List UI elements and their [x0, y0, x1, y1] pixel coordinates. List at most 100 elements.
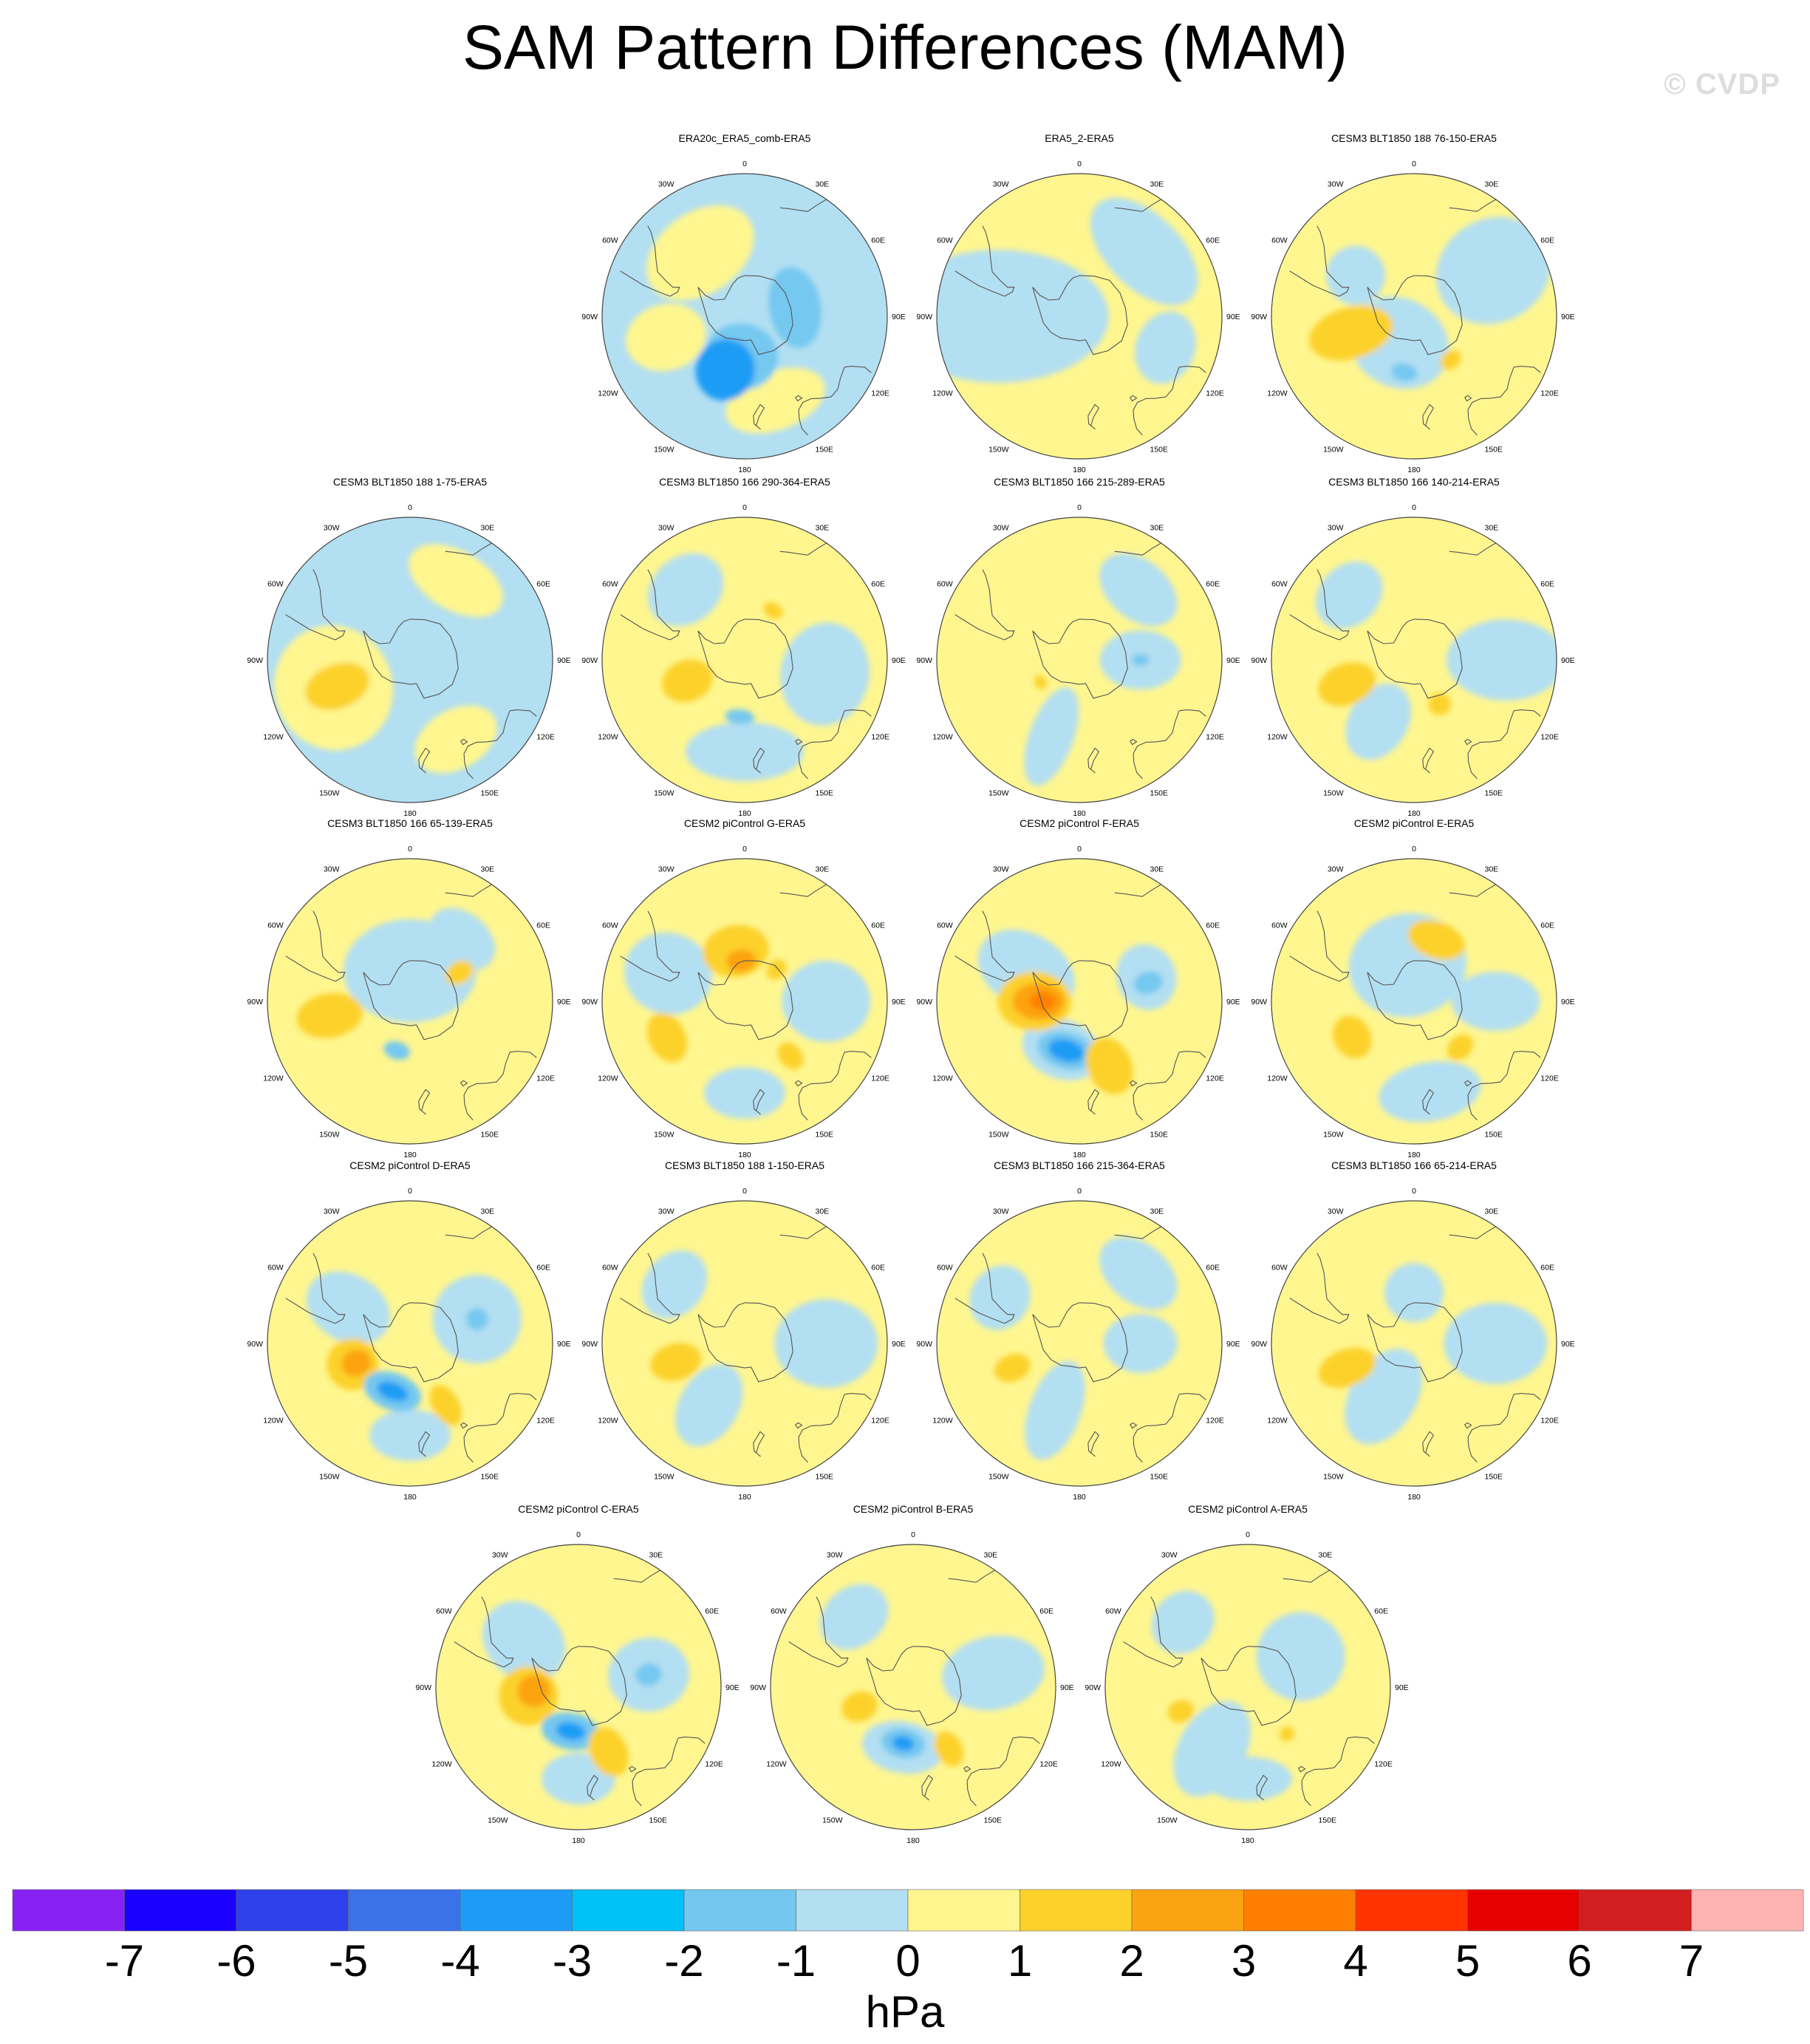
longitude-label: 120W: [1267, 1417, 1288, 1425]
anomaly-contour: [1131, 654, 1150, 666]
coastline: [1514, 709, 1541, 717]
coastline: [1032, 1302, 1128, 1383]
longitude-label: 120W: [1101, 1760, 1121, 1769]
longitude-label: 0: [742, 845, 747, 854]
anomaly-contour: [820, 1584, 889, 1650]
coastline: [948, 1570, 995, 1583]
anomaly-contour: [1024, 687, 1079, 786]
longitude-label: 30E: [1319, 1551, 1333, 1560]
longitude-label: 120W: [263, 733, 284, 742]
colorbar-tick-label: 7: [1678, 1936, 1704, 1986]
coastline: [816, 1596, 849, 1668]
polar-map: 0 30E 60E 90E 120E 150E 180 150W 120W 90W 60W 30W: [247, 845, 571, 1159]
coastline: [794, 395, 803, 402]
longitude-label: 180: [738, 1493, 751, 1502]
map-panel: CESM3 BLT1850 188 1-75-ERA5 0 30E 60E 90E 120…: [240, 475, 580, 822]
coastline: [1449, 1226, 1496, 1239]
coastline: [1422, 747, 1435, 774]
map-border: [267, 1200, 553, 1487]
longitude-label: 120E: [1206, 1074, 1224, 1083]
longitude-label: 90E: [557, 998, 571, 1006]
anomaly-contour: [1167, 1700, 1194, 1723]
map-panel: CESM2 piControl F-ERA5 0 30E 60E 90E 120E 150E…: [909, 817, 1249, 1164]
longitude-label: 90W: [247, 656, 263, 665]
map-border: [770, 1544, 1056, 1830]
anomaly-contour: [994, 1354, 1031, 1382]
longitude-label: 120E: [1540, 1417, 1559, 1425]
longitude-label: 30E: [816, 524, 830, 533]
longitude-label: 120W: [932, 1417, 953, 1425]
coastline: [1348, 1737, 1375, 1744]
polar-map: 0 30E 60E 90E 120E 150E 180 150W 120W 90W 60W 30W: [1251, 1187, 1574, 1502]
coastline: [1114, 199, 1161, 212]
longitude-label: 150E: [1485, 788, 1503, 797]
coastline: [1179, 1393, 1206, 1400]
longitude-label: 120W: [263, 1417, 284, 1425]
coastline: [798, 1052, 845, 1121]
map-panel: CESM2 piControl E-ERA5 0 30E 60E 90E 120E 150E…: [1244, 817, 1584, 1164]
coastline: [1422, 1089, 1435, 1115]
map-panel: CESM2 piControl D-ERA5 0 30E 60E 90E 120E 150E…: [240, 1159, 580, 1506]
coastline: [779, 1226, 827, 1239]
longitude-label: 30W: [1161, 1551, 1178, 1560]
longitude-label: 120E: [1206, 389, 1224, 398]
longitude-label: 180: [1407, 1493, 1421, 1502]
colorbar-tick-label: -4: [440, 1936, 480, 1986]
anomaly-contour: [675, 1363, 743, 1447]
longitude-label: 180: [738, 1151, 751, 1159]
longitude-label: 30E: [1150, 524, 1164, 533]
map-panel: CESM2 piControl C-ERA5 0 30E 60E 90E 120E 150E…: [409, 1502, 748, 1850]
anomaly-contour: [1280, 1726, 1295, 1742]
polar-map: 0 30E 60E 90E 120E 150E 180 150W 120W 90W 60W 30W: [247, 503, 570, 818]
anomaly-contour: [1318, 1347, 1376, 1389]
longitude-label: 30E: [1150, 865, 1164, 874]
anomaly-background: [602, 859, 887, 1144]
coastline: [697, 275, 793, 355]
colorbar-tick-label: 5: [1455, 1936, 1481, 1986]
coastline: [982, 910, 1015, 982]
coastline: [798, 1394, 845, 1463]
coastline: [445, 542, 492, 556]
anomaly-contour: [1029, 992, 1056, 1010]
longitude-label: 180: [1407, 809, 1421, 818]
coastline: [1087, 1089, 1100, 1115]
coastline: [313, 910, 346, 982]
anomaly-contour: [1407, 919, 1465, 961]
longitude-label: 150W: [1323, 1130, 1344, 1139]
coastline: [1514, 366, 1541, 373]
coastline: [1201, 1646, 1297, 1726]
coastline: [613, 1570, 660, 1583]
panel-title: CESM3 BLT1850 166 65-214-ERA5: [1331, 1159, 1497, 1171]
longitude-label: 30E: [649, 1551, 663, 1560]
map-panel: CESM3 BLT1850 166 215-364-ERA5 0 30E 60E 90E…: [909, 1159, 1249, 1506]
longitude-label: 60E: [1540, 1264, 1554, 1273]
coastline: [1179, 366, 1206, 373]
longitude-label: 90E: [1561, 656, 1575, 665]
anomaly-contour: [465, 1308, 488, 1330]
coastline: [844, 709, 872, 717]
anomaly-contour: [482, 1601, 566, 1682]
coastline: [510, 1393, 537, 1400]
longitude-label: 30W: [324, 865, 340, 874]
colorbar-swatch: [460, 1889, 573, 1932]
polar-map: 0 30E 60E 90E 120E 150E 180 150W 120W 90W 60W 30W: [916, 503, 1240, 818]
anomaly-contour: [1444, 1303, 1548, 1384]
longitude-label: 180: [1073, 809, 1086, 818]
anomaly-contour: [588, 1727, 629, 1776]
map-border: [1271, 517, 1557, 803]
coastline: [460, 1080, 468, 1087]
map-border: [601, 173, 888, 460]
map-panel: CESM2 piControl A-ERA5 0 30E 60E 90E 120E 150E…: [1078, 1502, 1418, 1850]
anomaly-contour: [646, 205, 754, 301]
anomaly-contour: [892, 1735, 915, 1751]
longitude-label: 120E: [1206, 733, 1224, 742]
longitude-label: 0: [1246, 1530, 1250, 1539]
anomaly-contour: [1345, 683, 1412, 760]
anomaly-contour: [1318, 662, 1376, 706]
longitude-label: 30W: [324, 524, 340, 533]
longitude-label: 30W: [658, 865, 675, 874]
coastline: [1256, 1774, 1268, 1801]
map-border: [936, 517, 1223, 803]
longitude-label: 120W: [598, 733, 618, 742]
coastline: [1087, 1431, 1100, 1457]
